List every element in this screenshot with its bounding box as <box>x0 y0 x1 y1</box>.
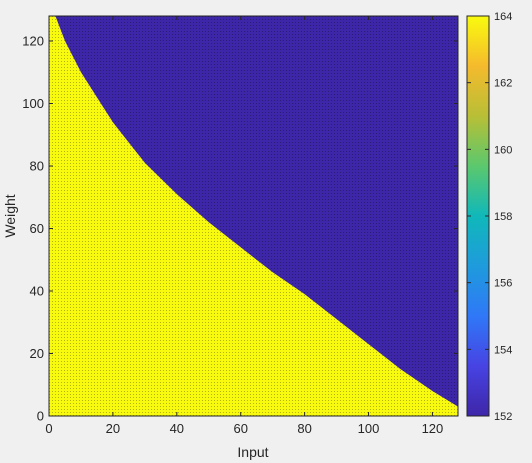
colorbar-tick-label: 162 <box>494 78 512 90</box>
y-axis: 0 20 40 60 80 100 120 <box>22 34 458 424</box>
x-axis: 0 20 40 60 80 100 120 <box>45 16 443 436</box>
x-tick-label: 40 <box>170 421 184 436</box>
plot-area <box>48 15 459 417</box>
x-axis-label: Input <box>237 444 268 460</box>
colorbar-tick-label: 156 <box>494 278 512 290</box>
y-tick-label: 40 <box>30 284 44 299</box>
y-tick-label: 60 <box>30 221 44 236</box>
y-tick-label: 100 <box>22 96 44 111</box>
x-tick-label: 120 <box>422 421 444 436</box>
x-tick-label: 60 <box>233 421 247 436</box>
colorbar-tick-label: 158 <box>494 211 512 223</box>
y-tick-label: 80 <box>30 159 44 174</box>
y-tick-label: 120 <box>22 34 44 49</box>
colorbar-tick-label: 152 <box>494 411 512 423</box>
cell-grid-texture <box>49 16 458 416</box>
plot-frame <box>48 15 459 417</box>
x-tick-label: 80 <box>297 421 311 436</box>
colorbar-tick-label: 160 <box>494 144 512 156</box>
colorbar-tick-label: 164 <box>494 11 512 23</box>
colorbar-ticks: 152 154 156 158 160 162 164 <box>467 11 512 423</box>
x-tick-label: 100 <box>358 421 380 436</box>
y-tick-label: 0 <box>37 409 44 424</box>
y-axis-label: Weight <box>2 194 18 237</box>
y-tick-label: 20 <box>30 346 44 361</box>
x-tick-label: 20 <box>106 421 120 436</box>
colorbar-tick-label: 154 <box>494 344 512 356</box>
x-tick-label: 0 <box>45 421 52 436</box>
colorbar: 152 154 156 158 160 162 164 <box>466 11 512 423</box>
